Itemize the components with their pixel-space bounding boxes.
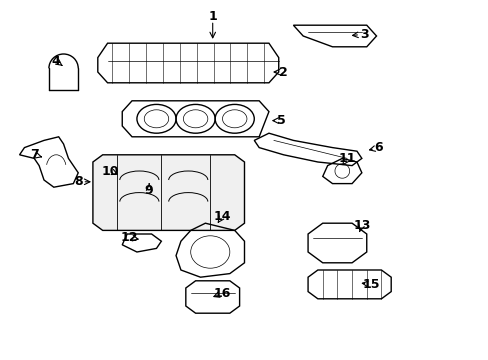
Text: 3: 3 — [359, 28, 368, 41]
Text: 1: 1 — [208, 10, 217, 23]
Text: 14: 14 — [213, 210, 231, 222]
Text: 5: 5 — [276, 114, 285, 127]
Text: 7: 7 — [30, 148, 39, 161]
Polygon shape — [93, 155, 244, 230]
Text: 15: 15 — [362, 278, 380, 291]
Text: 11: 11 — [338, 152, 355, 165]
Text: 12: 12 — [121, 231, 138, 244]
Text: 16: 16 — [213, 287, 231, 300]
Text: 4: 4 — [52, 55, 61, 68]
Text: 2: 2 — [279, 66, 287, 78]
Text: 13: 13 — [352, 219, 370, 231]
Text: 10: 10 — [101, 165, 119, 177]
Text: 9: 9 — [144, 184, 153, 197]
Text: 6: 6 — [374, 141, 383, 154]
Text: 8: 8 — [74, 175, 82, 188]
